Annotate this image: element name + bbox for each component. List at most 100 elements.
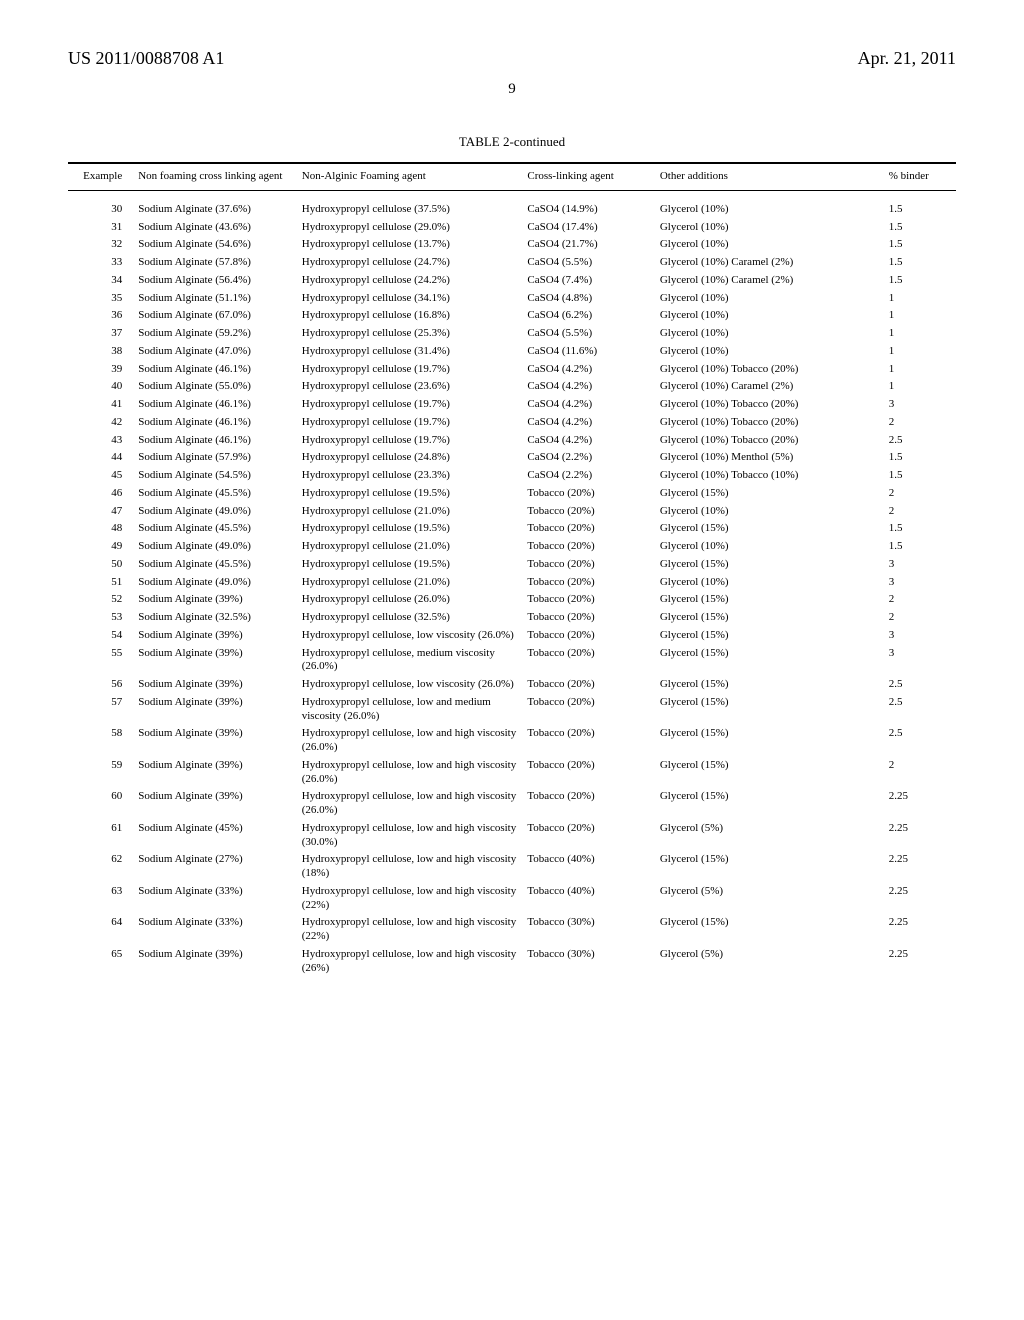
cell: 59 <box>68 757 134 789</box>
cell: 3 <box>861 645 956 677</box>
cell: 2 <box>861 757 956 789</box>
cell: 37 <box>68 325 134 343</box>
cell: 43 <box>68 432 134 450</box>
pub-date: Apr. 21, 2011 <box>858 48 956 69</box>
table-row: 64Sodium Alginate (33%)Hydroxypropyl cel… <box>68 914 956 946</box>
cell: CaSO4 (2.2%) <box>523 467 655 485</box>
table-header-row: Example Non foaming cross linking agent … <box>68 164 956 190</box>
cell: Hydroxypropyl cellulose (24.7%) <box>298 254 524 272</box>
cell: 58 <box>68 725 134 757</box>
cell: Glycerol (15%) <box>656 591 861 609</box>
cell: Hydroxypropyl cellulose (23.6%) <box>298 378 524 396</box>
cell: Glycerol (15%) <box>656 520 861 538</box>
cell: 63 <box>68 883 134 915</box>
cell: Sodium Alginate (39%) <box>134 694 298 726</box>
cell: 33 <box>68 254 134 272</box>
cell: 53 <box>68 609 134 627</box>
cell: 57 <box>68 694 134 726</box>
cell: 2.25 <box>861 851 956 883</box>
cell: 49 <box>68 538 134 556</box>
table-row: 48Sodium Alginate (45.5%)Hydroxypropyl c… <box>68 520 956 538</box>
cell: Sodium Alginate (39%) <box>134 788 298 820</box>
table-title: TABLE 2-continued <box>68 134 956 150</box>
cell: Glycerol (15%) <box>656 556 861 574</box>
cell: Hydroxypropyl cellulose (19.7%) <box>298 361 524 379</box>
cell: 2 <box>861 591 956 609</box>
cell: Hydroxypropyl cellulose (13.7%) <box>298 236 524 254</box>
cell: 1 <box>861 361 956 379</box>
cell: Glycerol (10%) Tobacco (20%) <box>656 414 861 432</box>
cell: Sodium Alginate (45.5%) <box>134 520 298 538</box>
cell: Glycerol (15%) <box>656 676 861 694</box>
cell: Hydroxypropyl cellulose (24.2%) <box>298 272 524 290</box>
table-row: 47Sodium Alginate (49.0%)Hydroxypropyl c… <box>68 503 956 521</box>
cell: 36 <box>68 307 134 325</box>
cell: Sodium Alginate (46.1%) <box>134 432 298 450</box>
cell: Sodium Alginate (39%) <box>134 676 298 694</box>
cell: Glycerol (15%) <box>656 757 861 789</box>
cell: Glycerol (15%) <box>656 485 861 503</box>
col-binder: % binder <box>861 164 956 190</box>
cell: CaSO4 (14.9%) <box>523 201 655 219</box>
cell: 61 <box>68 820 134 852</box>
cell: CaSO4 (2.2%) <box>523 449 655 467</box>
table-row: 36Sodium Alginate (67.0%)Hydroxypropyl c… <box>68 307 956 325</box>
cell: 2.5 <box>861 676 956 694</box>
pub-number: US 2011/0088708 A1 <box>68 48 224 69</box>
cell: Glycerol (15%) <box>656 609 861 627</box>
cell: 54 <box>68 627 134 645</box>
cell: Sodium Alginate (33%) <box>134 883 298 915</box>
cell: Glycerol (15%) <box>656 788 861 820</box>
table-row: 32Sodium Alginate (54.6%)Hydroxypropyl c… <box>68 236 956 254</box>
cell: CaSO4 (6.2%) <box>523 307 655 325</box>
cell: 64 <box>68 914 134 946</box>
cell: Glycerol (15%) <box>656 914 861 946</box>
cell: Hydroxypropyl cellulose (37.5%) <box>298 201 524 219</box>
cell: 3 <box>861 627 956 645</box>
cell: Sodium Alginate (39%) <box>134 725 298 757</box>
cell: Glycerol (10%) <box>656 201 861 219</box>
table-row: 40Sodium Alginate (55.0%)Hydroxypropyl c… <box>68 378 956 396</box>
table-row: 37Sodium Alginate (59.2%)Hydroxypropyl c… <box>68 325 956 343</box>
cell: Tobacco (20%) <box>523 645 655 677</box>
cell: 1 <box>861 290 956 308</box>
cell: Tobacco (20%) <box>523 609 655 627</box>
table-row: 52Sodium Alginate (39%)Hydroxypropyl cel… <box>68 591 956 609</box>
cell: CaSO4 (7.4%) <box>523 272 655 290</box>
cell: Hydroxypropyl cellulose (21.0%) <box>298 538 524 556</box>
table-row: 42Sodium Alginate (46.1%)Hydroxypropyl c… <box>68 414 956 432</box>
cell: CaSO4 (17.4%) <box>523 219 655 237</box>
cell: 1.5 <box>861 254 956 272</box>
cell: 2.25 <box>861 914 956 946</box>
cell: Hydroxypropyl cellulose, low viscosity (… <box>298 676 524 694</box>
cell: Glycerol (10%) <box>656 325 861 343</box>
cell: Tobacco (20%) <box>523 694 655 726</box>
table-row: 50Sodium Alginate (45.5%)Hydroxypropyl c… <box>68 556 956 574</box>
cell: Glycerol (10%) <box>656 538 861 556</box>
cell: Sodium Alginate (45%) <box>134 820 298 852</box>
cell: 65 <box>68 946 134 978</box>
cell: 2.5 <box>861 432 956 450</box>
cell: Hydroxypropyl cellulose (29.0%) <box>298 219 524 237</box>
cell: Hydroxypropyl cellulose, low and high vi… <box>298 725 524 757</box>
cell: Glycerol (10%) <box>656 503 861 521</box>
cell: CaSO4 (5.5%) <box>523 325 655 343</box>
cell: CaSO4 (4.2%) <box>523 378 655 396</box>
cell: Tobacco (20%) <box>523 503 655 521</box>
table-row: 31Sodium Alginate (43.6%)Hydroxypropyl c… <box>68 219 956 237</box>
cell: Glycerol (10%) <box>656 343 861 361</box>
cell: Glycerol (10%) Tobacco (20%) <box>656 396 861 414</box>
cell: Sodium Alginate (46.1%) <box>134 414 298 432</box>
cell: Tobacco (30%) <box>523 946 655 978</box>
data-table: Example Non foaming cross linking agent … <box>68 164 956 977</box>
cell: Hydroxypropyl cellulose (23.3%) <box>298 467 524 485</box>
cell: Sodium Alginate (54.5%) <box>134 467 298 485</box>
cell: 31 <box>68 219 134 237</box>
cell: Hydroxypropyl cellulose (19.5%) <box>298 556 524 574</box>
table-row: 61Sodium Alginate (45%)Hydroxypropyl cel… <box>68 820 956 852</box>
cell: Sodium Alginate (39%) <box>134 627 298 645</box>
cell: 1 <box>861 343 956 361</box>
table-row: 59Sodium Alginate (39%)Hydroxypropyl cel… <box>68 757 956 789</box>
table-row: 63Sodium Alginate (33%)Hydroxypropyl cel… <box>68 883 956 915</box>
table-row: 62Sodium Alginate (27%)Hydroxypropyl cel… <box>68 851 956 883</box>
